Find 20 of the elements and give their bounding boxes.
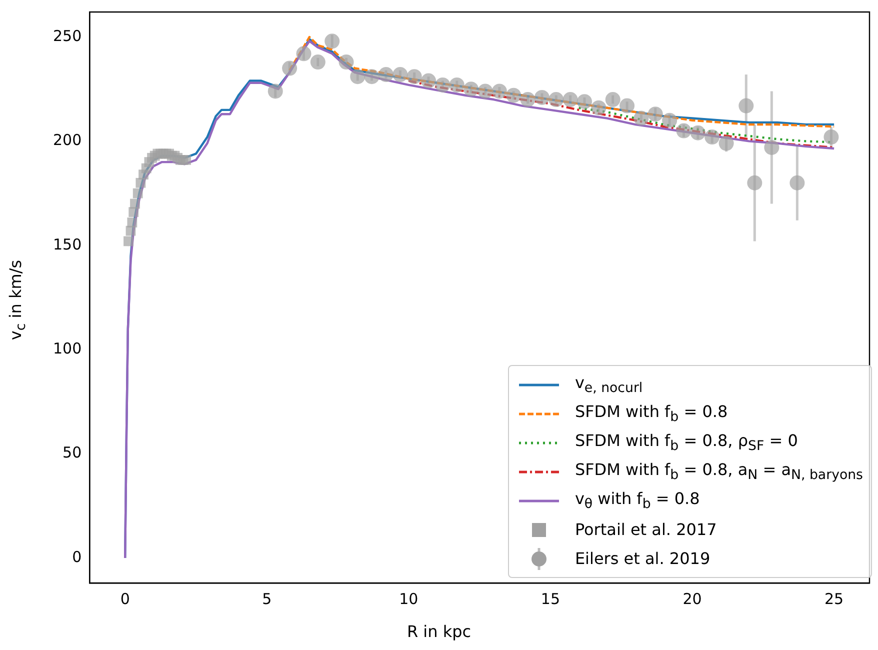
y-tick-label: 50 xyxy=(62,444,82,462)
y-tick-label: 100 xyxy=(52,339,82,358)
y-tick-label: 250 xyxy=(52,26,82,45)
legend-label: v$_{θ}$ with f$_{b}$ = 0.8 xyxy=(574,488,700,512)
x-tick-label: 20 xyxy=(682,590,702,608)
legend-label: Eilers et al. 2019 xyxy=(574,549,710,568)
x-axis-title: R in kpc xyxy=(406,622,472,641)
y-tick-label: 150 xyxy=(52,235,82,254)
legend-label: SFDM with f$_{b}$ = 0.8, a$_{N}$ = a$_{N, baryons}$ xyxy=(574,460,863,484)
x-tick-label: 25 xyxy=(824,590,844,608)
legend-label: SFDM with f$_{b}$ = 0.8 xyxy=(574,402,728,426)
x-tick-label: 5 xyxy=(262,590,272,608)
y-tick-label: 200 xyxy=(52,131,82,150)
x-tick-label: 0 xyxy=(120,590,130,608)
legend-label: SFDM with f$_{b}$ = 0.8, ρ$_{SF}$ = 0 xyxy=(574,430,798,454)
y-tick-label: 0 xyxy=(72,548,82,566)
legend-label: Portail et al. 2017 xyxy=(574,520,717,539)
x-tick-label: 10 xyxy=(399,590,418,608)
legend-label: v$_{e, nocurl}$ xyxy=(574,372,643,396)
x-tick-label: 15 xyxy=(540,590,560,608)
